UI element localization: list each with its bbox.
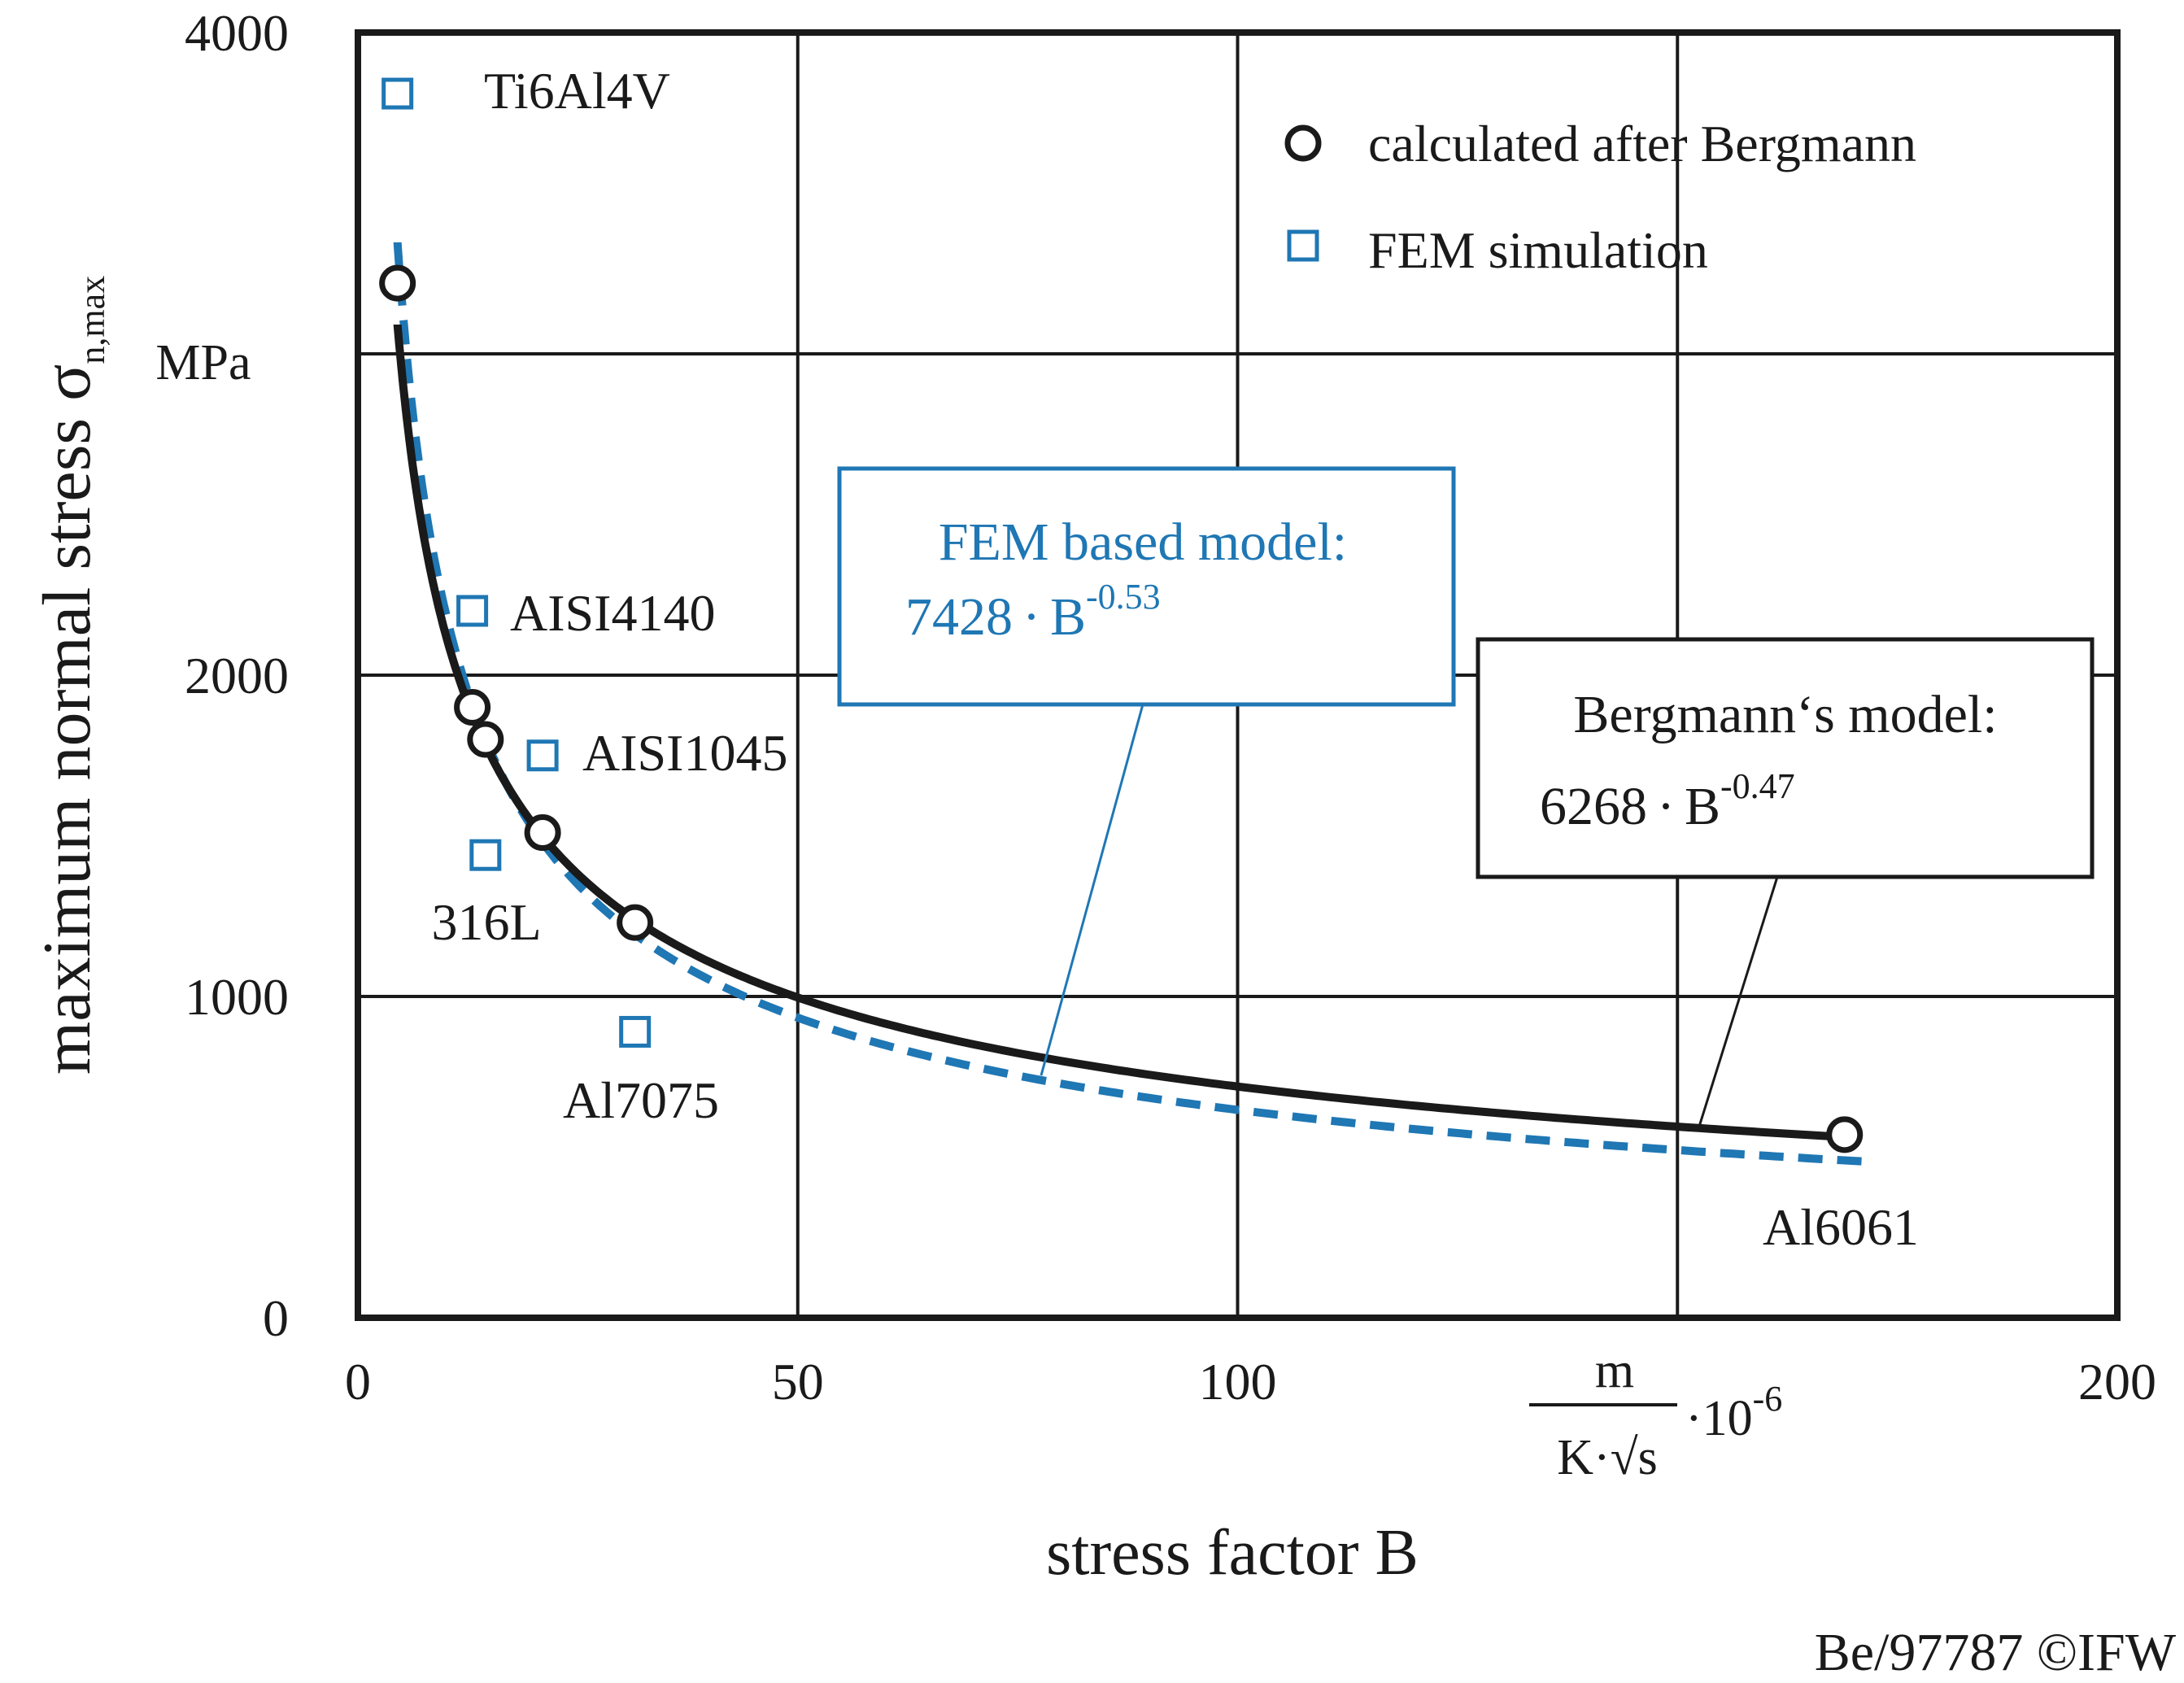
y-axis-title-main: maximum normal stress σ bbox=[29, 364, 105, 1075]
y-tick-label: 1000 bbox=[185, 968, 289, 1026]
bergmann-callout-leader bbox=[1697, 876, 1779, 1130]
fem-callout-leader bbox=[1040, 704, 1144, 1076]
fem-simulation-point bbox=[619, 1015, 652, 1048]
bergmann-model-curve bbox=[393, 325, 1845, 1141]
bergmann-calculated-point bbox=[617, 904, 654, 941]
bergmann-model-times: · bbox=[1657, 777, 1675, 836]
x-tick-label: 50 bbox=[772, 1353, 824, 1410]
bergmann-calculated-point bbox=[467, 721, 504, 758]
material-label-316l: 316L bbox=[431, 893, 541, 951]
x-tick-label: 100 bbox=[1199, 1353, 1277, 1410]
bergmann-calculated-point bbox=[379, 264, 416, 302]
material-label-aisi4140: AISI4140 bbox=[510, 584, 715, 642]
bergmann-model-variable: B bbox=[1685, 777, 1720, 836]
bergmann-callout-box bbox=[1476, 637, 2095, 879]
y-unit-label: MPa bbox=[155, 335, 251, 390]
x-tick-label: 0 bbox=[345, 1353, 371, 1410]
bergmann-calculated-point bbox=[454, 689, 491, 726]
material-label-aisi1045: AISI1045 bbox=[582, 724, 787, 782]
bergmann-calculated-point bbox=[524, 814, 561, 852]
x-axis-title: stress factor B bbox=[1046, 1517, 1419, 1589]
legend-label-bergmann: calculated after Bergmann bbox=[1368, 115, 1916, 172]
legend-square-marker bbox=[1287, 229, 1319, 262]
legend-label-fem: FEM simulation bbox=[1368, 221, 1708, 279]
fem-model-coefficient: 7428 bbox=[905, 587, 1013, 647]
x-unit: m K·√s ·10-6 bbox=[1529, 1343, 1782, 1485]
credit-text: Be/97787 ©IFW bbox=[1815, 1623, 2177, 1682]
material-label-al7075: Al7075 bbox=[563, 1071, 719, 1129]
fem-model-curve bbox=[393, 242, 1863, 1166]
x-tick-label: 200 bbox=[2078, 1353, 2156, 1410]
fem-simulation-point bbox=[526, 739, 559, 772]
fem-model-exponent: -0.53 bbox=[1086, 577, 1161, 617]
plot-frame bbox=[355, 29, 2121, 1321]
bergmann-calculated-point bbox=[1826, 1116, 1864, 1153]
material-label-ti6al4v: Ti6Al4V bbox=[484, 62, 670, 120]
fem-model-variable: B bbox=[1050, 587, 1086, 647]
legend: calculated after Bergmann FEM simulation bbox=[1284, 115, 1916, 279]
y-tick-label: 4000 bbox=[185, 4, 289, 62]
x-unit-numerator: m bbox=[1595, 1343, 1634, 1398]
fem-simulation-point bbox=[469, 839, 502, 871]
y-tick-label: 2000 bbox=[185, 647, 289, 704]
marker-layer bbox=[379, 77, 1864, 1153]
material-label-al6061: Al6061 bbox=[1763, 1198, 1919, 1256]
x-unit-scale-exponent: -6 bbox=[1753, 1379, 1783, 1419]
fem-model-callout: FEM based model: 7428 · B-0.53 bbox=[837, 466, 1456, 1076]
bergmann-model-title: Bergmann‘s model: bbox=[1573, 685, 1997, 744]
fem-model-title: FEM based model: bbox=[939, 512, 1347, 572]
x-unit-scale: ·10-6 bbox=[1685, 1379, 1782, 1446]
fem-simulation-point bbox=[456, 595, 489, 627]
bergmann-model-formula: 6268 · B-0.47 bbox=[1540, 766, 1795, 836]
curve-layer bbox=[393, 242, 1863, 1166]
legend-circle-marker bbox=[1284, 124, 1322, 162]
bergmann-model-callout: Bergmann‘s model: 6268 · B-0.47 bbox=[1476, 637, 2095, 1130]
fem-callout-box bbox=[837, 466, 1456, 707]
fem-model-times: · bbox=[1022, 587, 1040, 647]
x-unit-scale-base: ·10 bbox=[1685, 1391, 1753, 1446]
fem-model-formula: 7428 · B-0.53 bbox=[905, 577, 1161, 647]
x-unit-denominator: K·√s bbox=[1557, 1430, 1658, 1485]
bergmann-model-coefficient: 6268 bbox=[1540, 777, 1647, 836]
y-axis-title: maximum normal stress σn,max bbox=[29, 276, 112, 1075]
bergmann-model-exponent: -0.47 bbox=[1720, 766, 1795, 806]
y-tick-label: 0 bbox=[263, 1289, 289, 1347]
fem-simulation-point bbox=[381, 77, 414, 110]
y-axis-title-sub: n,max bbox=[72, 276, 112, 364]
